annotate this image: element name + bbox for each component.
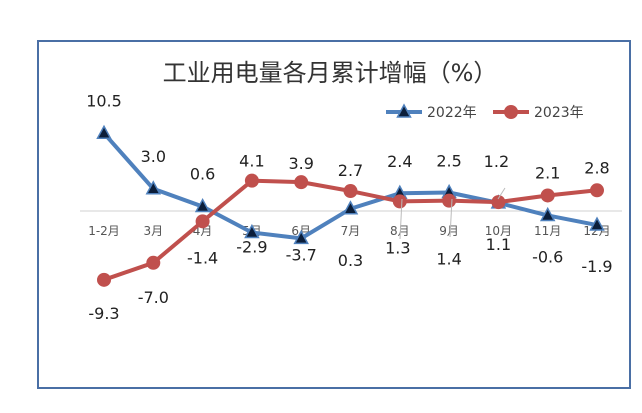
data-label: 3.9	[288, 154, 313, 173]
chart-title: 工业用电量各月累计增幅（%）	[163, 59, 498, 87]
legend-marker	[396, 103, 412, 118]
data-label: 2.8	[584, 158, 609, 177]
data-label: -1.9	[581, 257, 612, 276]
x-tick-label: 12月	[583, 224, 610, 238]
data-point	[195, 214, 210, 229]
data-point	[96, 124, 112, 140]
x-tick-label: 11月	[534, 224, 561, 238]
data-label: 10.5	[86, 91, 122, 110]
data-label: 1.2	[484, 152, 509, 171]
legend-marker	[504, 105, 518, 119]
data-point	[539, 206, 556, 222]
leader-line	[399, 198, 403, 240]
x-tick-label: 9月	[439, 224, 459, 238]
data-point	[194, 197, 211, 213]
data-label: 2.1	[535, 163, 560, 182]
data-point	[244, 223, 260, 239]
data-label: -9.3	[88, 304, 119, 323]
data-point	[540, 188, 555, 203]
data-label: 1.3	[385, 238, 410, 257]
data-label: 2.7	[338, 161, 363, 180]
chart-frame	[37, 40, 631, 389]
leader-line	[497, 187, 506, 200]
data-point	[244, 173, 259, 188]
data-point	[491, 195, 506, 210]
data-label: 1.4	[436, 250, 461, 269]
data-point	[392, 194, 407, 209]
data-label: 2.5	[436, 152, 461, 171]
data-label: 0.3	[338, 251, 363, 270]
data-label: 2.4	[387, 152, 412, 171]
x-tick-label: 1-2月	[88, 224, 120, 238]
data-label: -2.9	[236, 237, 267, 256]
data-point	[343, 184, 358, 199]
data-label: -7.0	[138, 288, 169, 307]
data-point	[589, 216, 605, 231]
legend-label: 2023年	[534, 105, 584, 121]
data-label: 4.1	[239, 152, 264, 171]
data-label: 3.0	[141, 147, 166, 166]
x-tick-label: 3月	[143, 224, 163, 238]
leader-line	[449, 198, 453, 238]
data-point	[293, 229, 309, 245]
data-label: -1.4	[187, 248, 218, 267]
x-tick-label: 7月	[341, 224, 361, 238]
data-label: 1.1	[486, 235, 511, 254]
series-layer	[96, 124, 605, 287]
data-label: -0.6	[532, 247, 563, 266]
data-point	[97, 272, 111, 287]
data-point	[342, 200, 359, 215]
x-tick-label: 8月	[390, 224, 410, 238]
data-point	[442, 193, 457, 208]
data-label: -3.7	[286, 245, 317, 264]
x-tick-label: 10月	[485, 224, 512, 238]
data-point	[590, 183, 604, 198]
data-point	[145, 180, 162, 195]
data-point	[294, 175, 309, 190]
label-layer: 10.5 3.0 0.6 -2.9 -3.7 0.3 2.4 2.5 1.1 -0.6 -1.9 -9…	[86, 91, 612, 323]
data-point	[146, 255, 161, 270]
legend-label: 2022年	[427, 105, 477, 121]
data-label: 0.6	[190, 165, 215, 184]
legend: 2022年 2023年	[386, 103, 584, 121]
